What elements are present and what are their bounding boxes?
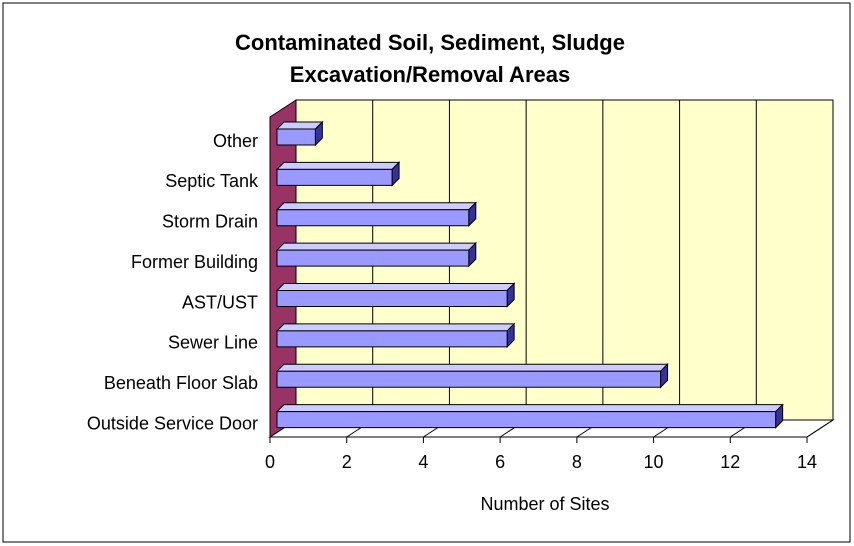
y-tick-label: Outside Service Door — [87, 413, 258, 433]
y-tick-label: Beneath Floor Slab — [104, 373, 258, 393]
x-tick-label: 12 — [720, 452, 740, 472]
bar-top — [275, 323, 516, 332]
x-tick-label: 2 — [342, 452, 352, 472]
y-tick-label: Storm Drain — [162, 212, 258, 232]
chart-title: Excavation/Removal Areas — [290, 62, 570, 87]
bar — [276, 330, 508, 348]
bar — [276, 209, 470, 227]
bar — [276, 168, 393, 186]
bar — [276, 128, 316, 146]
y-tick-label: Septic Tank — [165, 171, 259, 191]
bar-top — [275, 363, 669, 372]
bar-top — [275, 404, 784, 413]
bar-top — [275, 202, 477, 211]
y-tick-label: Sewer Line — [168, 333, 258, 353]
chart-title: Contaminated Soil, Sediment, Sludge — [235, 30, 625, 55]
bar — [276, 249, 470, 267]
x-tick-label: 4 — [418, 452, 428, 472]
bar-top — [275, 121, 324, 130]
bar-top — [275, 161, 401, 170]
x-axis-label: Number of Sites — [480, 494, 609, 514]
x-tick-label: 10 — [644, 452, 664, 472]
bar — [276, 290, 508, 307]
x-tick-label: 6 — [495, 452, 505, 472]
bar-top — [275, 283, 516, 291]
x-tick-label: 8 — [572, 452, 582, 472]
y-tick-label: Former Building — [131, 252, 258, 272]
floor-grid-line — [806, 419, 834, 438]
bar-top — [275, 242, 477, 251]
y-tick-label: Other — [213, 131, 258, 151]
x-tick-label: 14 — [797, 452, 817, 472]
x-tick-label: 0 — [265, 452, 275, 472]
y-tick-label: AST/UST — [182, 292, 258, 312]
bar — [276, 370, 662, 388]
bar — [276, 411, 777, 429]
